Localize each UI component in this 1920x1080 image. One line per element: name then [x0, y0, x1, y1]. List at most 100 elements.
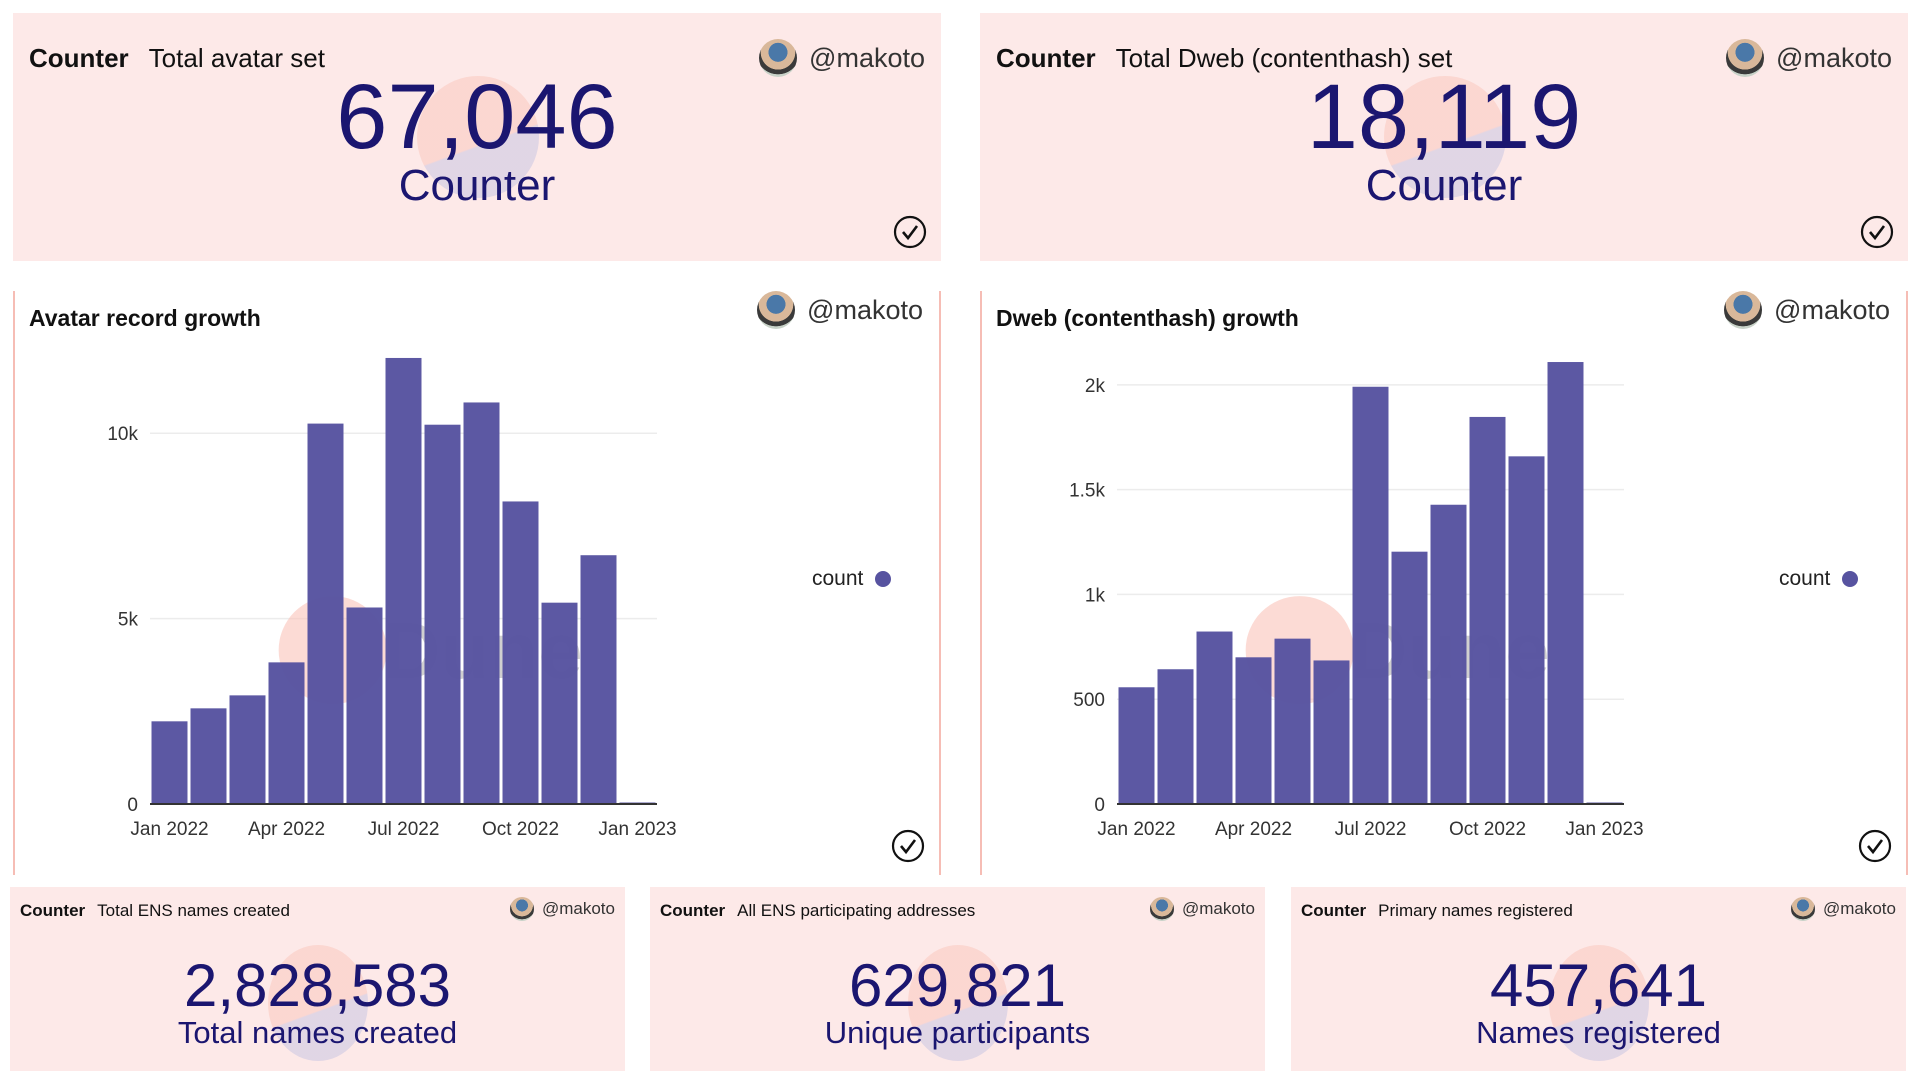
counter-card-names-created: Counter Total ENS names created @makoto 2…: [10, 887, 625, 1071]
legend-label: count: [812, 567, 864, 590]
x-tick-label: Jan 2023: [598, 819, 676, 840]
counter-card-dweb-total: Counter Total Dweb (contenthash) set @mak…: [980, 13, 1908, 261]
author-name: @makoto: [541, 899, 615, 918]
widget-kind: Counter: [660, 901, 726, 920]
dune-watermark-icon: [268, 945, 368, 1061]
author-name: @makoto: [1774, 294, 1890, 325]
widget-title: Total avatar set: [148, 43, 325, 73]
avatar: [1790, 897, 1815, 921]
counter-card-primary-names: Counter Primary names registered @makoto …: [1291, 887, 1906, 1071]
y-tick-label: 1k: [1085, 585, 1106, 606]
counter-value: 18,119: [1306, 66, 1582, 168]
bar: [1352, 386, 1389, 804]
check-circle-icon: [893, 215, 927, 249]
bar: [463, 402, 500, 804]
widget-kind: Counter: [996, 43, 1096, 73]
bar: [1274, 638, 1311, 804]
legend-dot-icon: [875, 571, 892, 587]
chart-title: Avatar record growth: [29, 305, 261, 331]
chart-card-dweb-growth: Dweb (contenthash) growth @makoto 0 500 1k…: [980, 291, 1908, 875]
widget-title: Total Dweb (contenthash) set: [1115, 43, 1453, 73]
y-tick-label: 500: [1073, 690, 1105, 711]
author-name: @makoto: [807, 294, 923, 325]
counter-card-participants: Counter All ENS participating addresses @…: [650, 887, 1265, 1071]
avatar: [1726, 39, 1765, 77]
check-circle-icon: [891, 829, 925, 863]
widget-kind: Counter: [20, 901, 86, 920]
widget-title: Total ENS names created: [97, 901, 290, 920]
x-tick-label: Jan 2022: [1097, 819, 1175, 840]
counter-card-avatar-total: Counter Total avatar set @makoto 67,046 C…: [13, 13, 941, 261]
check-circle-icon: [1860, 215, 1894, 249]
dune-watermark-icon: [1549, 945, 1649, 1061]
dune-watermark-icon: [908, 945, 1008, 1061]
bar: [307, 423, 344, 804]
widget-title: Primary names registered: [1378, 901, 1573, 920]
bar: [1157, 669, 1194, 804]
bar: [541, 602, 578, 804]
y-tick-label: 0: [1094, 795, 1105, 816]
bar: [1313, 660, 1350, 804]
x-tick-label: Jan 2022: [130, 819, 208, 840]
avatar: [759, 39, 798, 77]
avatar: [509, 897, 534, 921]
bar: [151, 721, 188, 804]
avatar: [757, 291, 796, 329]
check-circle-icon: [1858, 829, 1892, 863]
y-tick-label: 1.5k: [1069, 481, 1105, 502]
x-tick-label: Oct 2022: [482, 819, 559, 840]
counter-label: Names registered: [1476, 1015, 1721, 1050]
x-tick-label: Jan 2023: [1565, 819, 1643, 840]
author-link[interactable]: @makoto: [1790, 897, 1896, 921]
widget-kind: Counter: [29, 43, 129, 73]
bar: [1196, 631, 1233, 804]
counter-label: Counter: [398, 161, 556, 210]
widget-kind: Counter: [1301, 901, 1367, 920]
bar: [1430, 504, 1467, 804]
chart-title: Dweb (contenthash) growth: [996, 305, 1299, 331]
author-link[interactable]: @makoto: [1724, 291, 1890, 329]
widget-title: All ENS participating addresses: [737, 901, 976, 920]
author-link[interactable]: @makoto: [757, 291, 923, 329]
author-link[interactable]: @makoto: [1726, 39, 1892, 77]
chart-legend[interactable]: count: [812, 567, 892, 591]
author-name: @makoto: [1181, 899, 1255, 918]
counter-label: Unique participants: [824, 1015, 1091, 1050]
bar: [1547, 362, 1584, 804]
x-tick-label: Jul 2022: [1335, 819, 1407, 840]
counter-label: Counter: [1365, 161, 1523, 210]
y-tick-label: 2k: [1085, 376, 1106, 397]
author-name: @makoto: [809, 42, 925, 73]
avatar: [1724, 291, 1763, 329]
bar: [1235, 657, 1272, 804]
author-name: @makoto: [1776, 42, 1892, 73]
dune-watermark-icon: [417, 76, 539, 198]
bar: [190, 708, 227, 804]
avatar: [1149, 897, 1174, 921]
x-tick-label: Jul 2022: [368, 819, 440, 840]
bar: [1118, 687, 1155, 804]
x-tick-label: Oct 2022: [1449, 819, 1526, 840]
legend-dot-icon: [1842, 571, 1859, 587]
chart-legend[interactable]: count: [1779, 567, 1859, 591]
counter-value: 67,046: [336, 66, 618, 168]
author-link[interactable]: @makoto: [509, 897, 615, 921]
counter-label: Total names created: [177, 1015, 458, 1050]
x-tick-label: Apr 2022: [1215, 819, 1292, 840]
bar: [580, 555, 617, 804]
author-link[interactable]: @makoto: [1149, 897, 1255, 921]
dune-watermark-icon: [1384, 76, 1506, 198]
author-link[interactable]: @makoto: [759, 39, 925, 77]
bar: [268, 662, 305, 804]
counter-value: 629,821: [849, 952, 1066, 1019]
y-tick-label: 5k: [118, 610, 139, 631]
bar: [385, 357, 422, 804]
bar: [1508, 456, 1545, 804]
bar: [346, 607, 383, 804]
y-tick-label: 10k: [107, 424, 138, 445]
counter-value: 2,828,583: [184, 952, 451, 1019]
x-tick-label: Apr 2022: [248, 819, 325, 840]
bar: [502, 501, 539, 804]
chart-card-avatar-growth: Avatar record growth @makoto 05k10kDuneJ…: [13, 291, 941, 875]
